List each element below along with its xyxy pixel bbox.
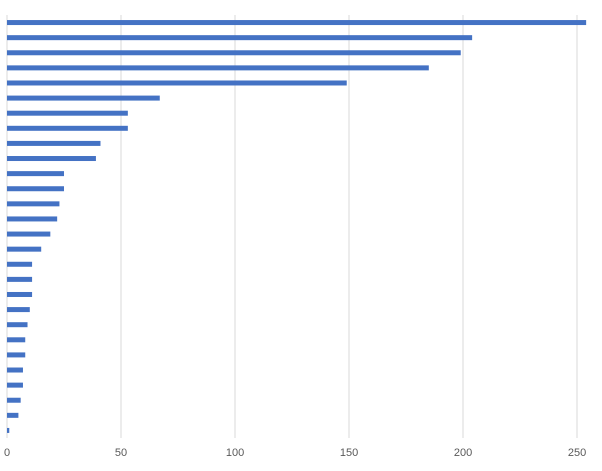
- bar: [7, 261, 33, 267]
- bar: [7, 382, 23, 388]
- bar: [7, 156, 96, 162]
- bar: [7, 352, 26, 358]
- x-tick-label: 50: [115, 447, 127, 459]
- bar: [7, 186, 65, 192]
- bar: [7, 35, 473, 41]
- x-tick-label: 150: [340, 447, 358, 459]
- x-tick-label: 0: [4, 447, 10, 459]
- bar: [7, 201, 60, 207]
- bar: [7, 50, 461, 56]
- bar: [7, 65, 429, 71]
- bar: [7, 125, 128, 131]
- x-tick-label: 200: [454, 447, 472, 459]
- bar: [7, 291, 33, 297]
- bar: [7, 307, 30, 313]
- bar: [7, 246, 42, 252]
- bar: [7, 95, 160, 101]
- bar: [7, 80, 347, 86]
- bar: [7, 20, 587, 26]
- bar: [7, 140, 101, 146]
- bar: [7, 216, 58, 222]
- bar: [7, 171, 65, 177]
- bar: [7, 231, 51, 237]
- bar: [7, 337, 26, 343]
- x-tick-label: 250: [568, 447, 586, 459]
- bar: [7, 110, 128, 116]
- bar: [7, 276, 33, 282]
- bar: [7, 397, 21, 403]
- bar: [7, 427, 10, 433]
- bar: [7, 322, 28, 328]
- x-tick-label: 100: [226, 447, 244, 459]
- bar: [7, 367, 23, 373]
- bar: [7, 412, 19, 418]
